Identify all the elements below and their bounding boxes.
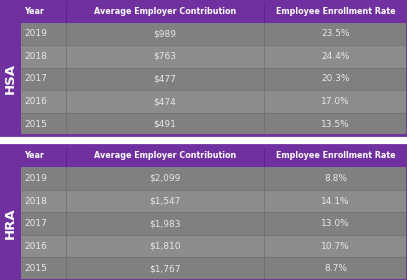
Text: $491: $491 <box>153 120 176 129</box>
Bar <box>21 68 66 90</box>
Bar <box>66 113 264 135</box>
Text: Year: Year <box>24 151 44 160</box>
Bar <box>264 68 407 90</box>
Text: $1,767: $1,767 <box>149 264 181 273</box>
Text: Year: Year <box>24 7 44 16</box>
Bar <box>66 45 264 68</box>
Text: 20.3%: 20.3% <box>321 74 350 83</box>
Bar <box>21 90 66 113</box>
Text: 24.4%: 24.4% <box>322 52 350 61</box>
Text: $989: $989 <box>153 29 176 38</box>
Text: $1,547: $1,547 <box>149 197 181 206</box>
Text: Employee Enrollment Rate: Employee Enrollment Rate <box>276 151 396 160</box>
Bar <box>66 23 264 45</box>
Text: HSA: HSA <box>4 64 17 94</box>
Bar <box>264 23 407 45</box>
Bar <box>0 0 407 135</box>
Bar <box>66 167 264 190</box>
Text: 8.8%: 8.8% <box>324 174 347 183</box>
Text: $477: $477 <box>153 74 176 83</box>
Bar <box>264 0 407 23</box>
Bar <box>21 167 66 190</box>
Bar <box>66 257 264 280</box>
Text: 2015: 2015 <box>24 120 47 129</box>
Bar <box>264 167 407 190</box>
Text: HRA: HRA <box>4 208 17 239</box>
Text: $1,983: $1,983 <box>149 219 181 228</box>
Bar <box>264 45 407 68</box>
Text: 13.0%: 13.0% <box>321 219 350 228</box>
Bar <box>0 145 21 280</box>
Bar <box>21 212 66 235</box>
Text: $1,810: $1,810 <box>149 242 181 251</box>
Bar <box>21 113 66 135</box>
Text: Employee Enrollment Rate: Employee Enrollment Rate <box>276 7 396 16</box>
Text: 2019: 2019 <box>24 174 47 183</box>
Text: 13.5%: 13.5% <box>321 120 350 129</box>
Bar <box>21 235 66 257</box>
Text: 2018: 2018 <box>24 52 47 61</box>
Bar <box>264 190 407 212</box>
Text: 17.0%: 17.0% <box>321 97 350 106</box>
Text: 23.5%: 23.5% <box>321 29 350 38</box>
Bar <box>66 0 264 23</box>
Bar <box>66 212 264 235</box>
Bar <box>264 212 407 235</box>
Text: 8.7%: 8.7% <box>324 264 347 273</box>
Text: 2015: 2015 <box>24 264 47 273</box>
Text: $2,099: $2,099 <box>149 174 181 183</box>
Bar <box>264 145 407 167</box>
Text: 2018: 2018 <box>24 197 47 206</box>
Text: Average Employer Contribution: Average Employer Contribution <box>94 151 236 160</box>
Text: 2016: 2016 <box>24 97 47 106</box>
Text: $763: $763 <box>153 52 176 61</box>
Text: 14.1%: 14.1% <box>321 197 350 206</box>
Bar <box>66 235 264 257</box>
Text: 2016: 2016 <box>24 242 47 251</box>
Bar <box>21 145 66 167</box>
Bar <box>0 0 21 135</box>
Bar <box>66 68 264 90</box>
Text: Average Employer Contribution: Average Employer Contribution <box>94 7 236 16</box>
Bar <box>21 23 66 45</box>
Bar <box>264 235 407 257</box>
Bar <box>0 145 407 280</box>
Text: 2019: 2019 <box>24 29 47 38</box>
Bar <box>21 45 66 68</box>
Bar <box>21 190 66 212</box>
Bar <box>264 90 407 113</box>
Text: 2017: 2017 <box>24 74 47 83</box>
Bar <box>264 113 407 135</box>
Bar <box>21 0 66 23</box>
Bar <box>21 257 66 280</box>
Bar <box>264 257 407 280</box>
Bar <box>66 90 264 113</box>
Bar <box>66 190 264 212</box>
Text: $474: $474 <box>153 97 176 106</box>
Text: 10.7%: 10.7% <box>321 242 350 251</box>
Bar <box>66 145 264 167</box>
Text: 2017: 2017 <box>24 219 47 228</box>
